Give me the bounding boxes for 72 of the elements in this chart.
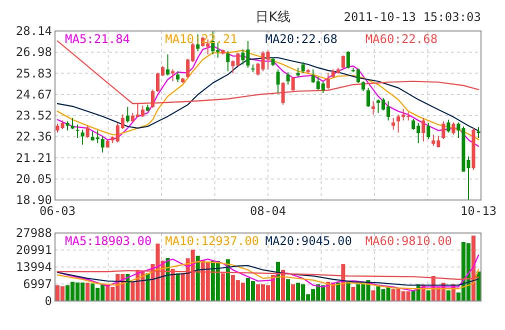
bar	[220, 273, 225, 301]
candlestick	[70, 118, 74, 130]
bar	[196, 256, 200, 301]
candlestick	[346, 50, 350, 69]
candlestick	[442, 120, 446, 140]
candlestick	[326, 72, 330, 90]
text: MA5:21.84	[65, 32, 130, 46]
candlestick	[100, 136, 104, 153]
y-tick-label: 0	[44, 294, 52, 308]
candlestick	[171, 68, 175, 82]
candlestick	[341, 55, 345, 69]
y-tick-label: 22.36	[16, 130, 52, 144]
y-tick-label: 27988	[16, 226, 52, 240]
bar	[446, 290, 450, 301]
y-tick-label: 21.21	[16, 150, 52, 165]
y-tick-label: 23.52	[16, 108, 52, 122]
x-tick-label: 10-13	[460, 204, 497, 218]
y-tick-label: 18.90	[16, 193, 52, 207]
x-tick-label: 06-03	[39, 204, 76, 218]
candlestick	[66, 120, 70, 131]
candlestick	[80, 129, 84, 146]
line-series	[56, 254, 480, 292]
y-tick-label: 6997	[23, 277, 52, 291]
series-label: MA5:18903.00	[65, 234, 152, 248]
bar	[176, 273, 180, 301]
candlestick	[276, 68, 280, 94]
y-tick-label: 26.98	[16, 45, 52, 60]
candlestick	[126, 106, 130, 123]
candlestick	[296, 67, 300, 78]
candlestick	[291, 76, 295, 92]
candlestick	[426, 122, 430, 140]
candlestick	[366, 87, 370, 108]
bar	[371, 290, 376, 301]
text: MA60:9810.00	[365, 234, 452, 248]
bar	[86, 282, 90, 301]
candlestick	[226, 50, 230, 72]
candlestick	[86, 125, 90, 138]
candlestick	[176, 70, 180, 83]
bar	[336, 282, 340, 301]
candlestick	[301, 62, 305, 74]
candlestick	[281, 82, 285, 106]
series-label: MA10:12937.00	[165, 234, 260, 248]
candlestick	[452, 122, 456, 136]
x-tick-label: 08-04	[250, 204, 286, 218]
line-series	[56, 270, 480, 280]
bar	[351, 286, 356, 301]
y-tick-label: 20.05	[16, 172, 52, 186]
text: 2011-10-13 15:03:03	[344, 10, 481, 24]
candlestick	[166, 54, 170, 76]
candlestick	[446, 119, 450, 134]
bar	[346, 282, 350, 301]
candlestick	[476, 126, 480, 138]
bar	[291, 284, 296, 301]
series-label: MA20:9045.00	[265, 234, 352, 248]
y-tick-label: 20991	[16, 243, 52, 257]
y-tick-label: 13994	[16, 260, 52, 274]
candlestick	[286, 72, 290, 86]
series-label: MA20:22.68	[265, 32, 338, 46]
candlestick	[392, 118, 396, 130]
y-tick-label: 24.67	[16, 87, 52, 102]
candlestick	[76, 124, 80, 138]
bar	[426, 290, 430, 301]
bar	[170, 268, 175, 301]
candlestick	[371, 100, 375, 116]
candlestick	[422, 118, 426, 142]
candlestick	[361, 80, 365, 92]
candlestick	[150, 89, 154, 108]
bar	[286, 279, 290, 301]
chart-title: 日K线	[256, 10, 290, 25]
text: MA60:22.68	[365, 32, 438, 46]
y-tick-label: 28.14	[16, 24, 52, 38]
y-tick-label: 25.83	[16, 66, 52, 80]
